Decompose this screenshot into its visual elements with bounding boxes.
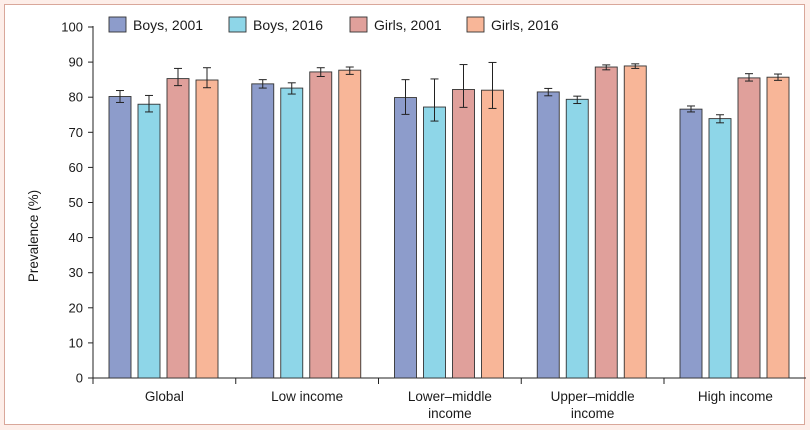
y-tick-label: 90 bbox=[69, 55, 83, 70]
chart-frame: 0 10 20 30 40 50 60 70 80 90 100 Global Low income Lo… bbox=[4, 4, 806, 425]
y-tick-label: 100 bbox=[61, 20, 83, 35]
bar bbox=[338, 69, 362, 379]
bar bbox=[452, 89, 475, 379]
legend: Boys, 2001 Boys, 2016 Girls, 2001 Girls, 20… bbox=[108, 16, 559, 33]
x-category-label: High income bbox=[698, 389, 773, 404]
legend-label: Girls, 2001 bbox=[374, 17, 442, 33]
x-category-label: Upper–middle bbox=[551, 389, 635, 404]
bar bbox=[737, 77, 761, 379]
bar bbox=[708, 118, 732, 379]
y-tick-label: 30 bbox=[69, 265, 83, 280]
x-category-label: Global bbox=[145, 389, 184, 404]
bar bbox=[137, 103, 161, 379]
x-category-label: Low income bbox=[271, 389, 343, 404]
bar bbox=[423, 106, 446, 379]
bar bbox=[766, 76, 790, 379]
y-tick-label: 20 bbox=[69, 300, 83, 315]
bar bbox=[195, 79, 219, 379]
bar bbox=[536, 91, 560, 379]
bar-chart: 0 10 20 30 40 50 60 70 80 90 100 Global Low income Lo… bbox=[26, 16, 806, 421]
bar bbox=[166, 78, 190, 379]
bar bbox=[251, 83, 275, 379]
legend-label: Boys, 2016 bbox=[253, 17, 323, 33]
y-tick-label: 40 bbox=[69, 230, 83, 245]
y-tick-label: 0 bbox=[76, 371, 83, 386]
x-category-label: income bbox=[571, 406, 615, 421]
legend-swatch bbox=[228, 16, 247, 33]
legend-swatch bbox=[349, 16, 368, 33]
y-tick-label: 60 bbox=[69, 160, 83, 175]
bar bbox=[679, 108, 703, 379]
bar bbox=[394, 97, 417, 379]
y-axis-title: Prevalence (%) bbox=[26, 190, 41, 282]
x-category-label: income bbox=[428, 406, 472, 421]
bar bbox=[623, 65, 647, 379]
legend-label: Girls, 2016 bbox=[491, 17, 559, 33]
legend-label: Boys, 2001 bbox=[133, 17, 203, 33]
x-category-label: Lower–middle bbox=[408, 389, 492, 404]
axes: 0 10 20 30 40 50 60 70 80 90 100 Global Low income Lo… bbox=[61, 20, 806, 421]
y-tick-label: 10 bbox=[69, 335, 83, 350]
bar bbox=[565, 98, 589, 379]
y-tick-label: 70 bbox=[69, 125, 83, 140]
y-tick-label: 80 bbox=[69, 90, 83, 105]
bar bbox=[481, 89, 504, 379]
bar bbox=[108, 96, 132, 379]
bars bbox=[108, 61, 790, 379]
bar bbox=[309, 71, 333, 379]
bar bbox=[594, 66, 618, 379]
y-tick-label: 50 bbox=[69, 195, 83, 210]
bar bbox=[280, 87, 304, 379]
legend-swatch bbox=[108, 16, 127, 33]
legend-swatch bbox=[466, 16, 485, 33]
